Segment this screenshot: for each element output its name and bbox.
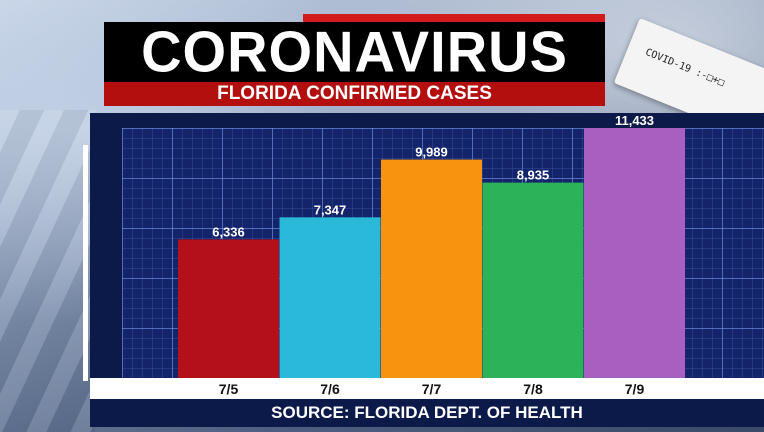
data-label: 11,433 [615,113,654,128]
bar-7-7 [381,159,482,378]
title-banner: CORONAVIRUS [104,22,605,82]
x-tick-label: 7/8 [523,381,543,397]
x-tick-label: 7/6 [320,381,340,397]
chart-subtitle: FLORIDA CONFIRMED CASES [217,83,492,104]
title-accent-bar [303,14,605,22]
page-title: CORONAVIRUS [141,19,568,84]
data-label: 7,347 [314,202,347,217]
bar-7-6 [279,217,381,378]
axis-accent-strip [83,145,88,381]
chart-panel: 6,336 7/5 7,347 7/6 9,989 7/7 8,935 7/8 11,433 7/… [90,113,764,400]
x-tick-label: 7/7 [422,381,442,397]
bar-7-9 [584,128,685,378]
x-tick-label: 7/5 [219,381,239,397]
source-credit: SOURCE: FLORIDA DEPT. OF HEALTH [271,403,583,422]
test-strip-label: COVID-19 :-□+□ [643,46,726,89]
source-banner: SOURCE: FLORIDA DEPT. OF HEALTH [90,399,764,427]
subtitle-banner: FLORIDA CONFIRMED CASES [104,82,605,106]
data-label: 8,935 [517,168,550,183]
data-label: 9,989 [415,145,448,160]
bar-7-8 [482,182,584,378]
x-axis-band [90,378,764,400]
bar-7-5 [178,239,279,378]
bar-chart: 6,336 7/5 7,347 7/6 9,989 7/7 8,935 7/8 11,433 7/… [90,113,764,400]
x-tick-label: 7/9 [625,381,645,397]
data-label: 6,336 [212,224,245,239]
background-texture [0,110,95,432]
